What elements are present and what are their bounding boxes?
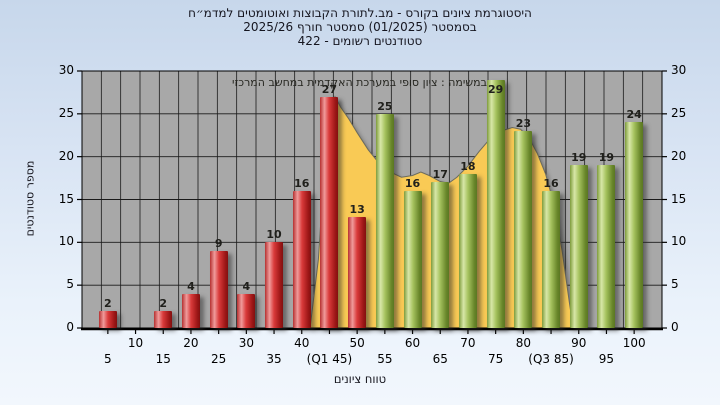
bar-value-label: 10 bbox=[266, 228, 282, 242]
x-tick-label: 80 bbox=[515, 336, 531, 350]
chart-title-line-3: סטודנטים רשומים - 422 bbox=[297, 34, 423, 48]
y-axis-title: מספר סטודנטים bbox=[23, 160, 37, 237]
histogram-bar bbox=[597, 165, 616, 328]
x-tick-label: 15 bbox=[155, 352, 171, 366]
histogram-bar bbox=[265, 242, 284, 328]
bar-value-label: 2 bbox=[104, 296, 112, 310]
x-tick-label: (Q3 85) bbox=[528, 352, 574, 366]
y-tick-label-left: 5 bbox=[66, 277, 74, 292]
bar-value-label: 4 bbox=[187, 279, 195, 293]
y-tick-label-left: 20 bbox=[58, 148, 74, 163]
histogram-bar bbox=[348, 216, 367, 328]
chart-title-line-2: בסמסטר (01/2025) סמסטר חורף 2025/26 bbox=[243, 20, 477, 34]
x-tick-label: (Q1 45) bbox=[306, 352, 353, 366]
histogram-bar bbox=[237, 293, 256, 328]
bar-value-label: 4 bbox=[242, 279, 251, 293]
bar-value-label: 17 bbox=[432, 168, 448, 182]
x-tick-label: 25 bbox=[211, 352, 227, 366]
bar-value-label: 25 bbox=[377, 99, 393, 113]
y-tick-label-left: 30 bbox=[58, 63, 74, 77]
histogram-bar bbox=[209, 250, 228, 328]
y-tick-label-right: 15 bbox=[671, 191, 687, 206]
x-tick-label: 50 bbox=[349, 336, 365, 350]
bar-value-label: 29 bbox=[487, 82, 504, 96]
y-tick-label-right: 0 bbox=[671, 320, 679, 334]
bar-value-label: 16 bbox=[543, 176, 559, 190]
x-tick-label: 55 bbox=[377, 352, 393, 366]
x-tick-label: 90 bbox=[571, 336, 587, 350]
bar-value-label: 19 bbox=[571, 151, 587, 165]
x-tick-label: 5 bbox=[104, 352, 112, 366]
bar-value-label: 19 bbox=[598, 151, 615, 165]
x-tick-label: 75 bbox=[488, 352, 504, 366]
histogram-bar bbox=[154, 310, 173, 328]
histogram-bar bbox=[569, 165, 588, 328]
y-tick-label-left: 15 bbox=[58, 191, 74, 206]
bar-value-label: 16 bbox=[294, 176, 310, 190]
bar-value-label: 18 bbox=[460, 159, 476, 173]
bar-value-label: 9 bbox=[214, 236, 223, 250]
smoothed-curve-outline bbox=[309, 95, 574, 329]
histogram-bar bbox=[375, 113, 394, 328]
histogram-bar bbox=[292, 190, 311, 328]
y-tick-label-right: 10 bbox=[671, 234, 687, 249]
bar-value-label: 27 bbox=[321, 82, 338, 96]
y-tick-label-right: 30 bbox=[671, 63, 687, 77]
x-tick-label: 10 bbox=[127, 336, 144, 350]
chart-title-line-1: היסטוגרמת ציונים בקורס - מב.לתורת הקבוצו… bbox=[188, 6, 532, 20]
x-tick-label: 35 bbox=[266, 352, 282, 366]
x-tick-label: 60 bbox=[404, 336, 421, 350]
x-tick-label: 20 bbox=[183, 336, 199, 350]
histogram-bar bbox=[98, 310, 117, 328]
x-tick-label: 40 bbox=[294, 336, 310, 350]
x-tick-label: 100 bbox=[622, 336, 646, 350]
histogram-bar bbox=[486, 79, 505, 328]
bar-value-label: 16 bbox=[404, 176, 421, 190]
bar-value-label: 23 bbox=[515, 116, 531, 130]
y-tick-label-right: 25 bbox=[671, 105, 687, 120]
x-tick-label: 30 bbox=[238, 336, 254, 350]
y-tick-label-left: 25 bbox=[58, 105, 74, 120]
x-axis-title: טווח ציונים bbox=[333, 372, 387, 386]
x-tick-label: 65 bbox=[432, 352, 448, 366]
y-tick-label-left: 0 bbox=[66, 320, 74, 334]
histogram-bar bbox=[403, 190, 422, 328]
annotation-task-label: במשימה : ציון סופי במערכת האקדמית במחשב … bbox=[232, 76, 487, 89]
histogram-bar bbox=[320, 96, 339, 328]
y-tick-label-right: 20 bbox=[671, 148, 687, 163]
x-tick-label: 95 bbox=[598, 352, 615, 366]
histogram-bar bbox=[514, 130, 533, 328]
y-tick-label-left: 10 bbox=[58, 234, 74, 249]
bar-value-label: 2 bbox=[159, 296, 168, 310]
bar-value-label: 24 bbox=[626, 108, 642, 122]
bar-value-label: 13 bbox=[349, 202, 365, 216]
histogram-bar bbox=[431, 182, 450, 328]
histogram-bar bbox=[181, 293, 200, 328]
histogram-bar bbox=[625, 122, 644, 328]
histogram-bar bbox=[458, 173, 477, 328]
x-tick-label: 70 bbox=[460, 336, 476, 350]
histogram-bar bbox=[542, 190, 561, 328]
y-tick-label-right: 5 bbox=[671, 277, 679, 292]
